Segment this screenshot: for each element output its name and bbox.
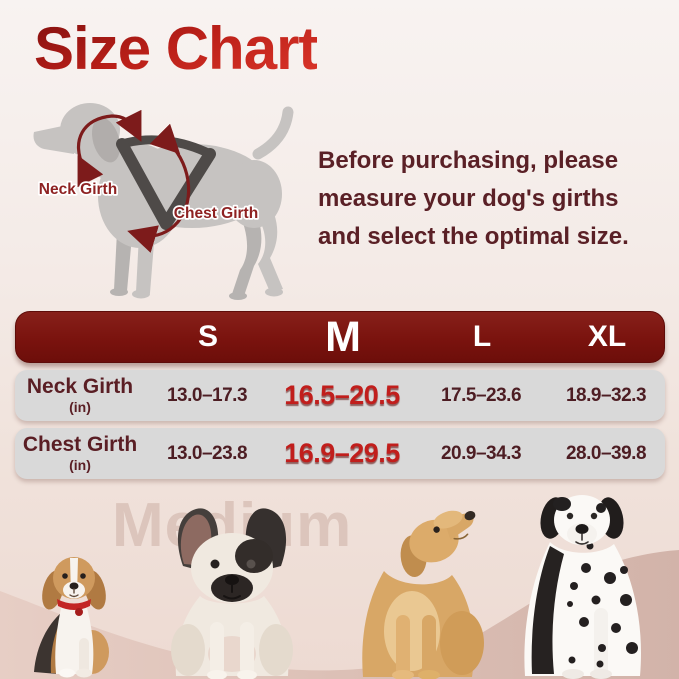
french-bulldog-image: [171, 508, 293, 679]
dalmatian-spots: [567, 542, 638, 668]
table-row-neck-girth: Neck Girth (in) 13.0–17.3 16.5–20.5 17.5…: [15, 370, 665, 421]
row-label-neck-girth: Neck Girth (in): [15, 376, 145, 415]
beagle-image: [34, 557, 109, 678]
chest-girth-arrow: [127, 123, 191, 253]
instruction-line: and select the optimal size.: [318, 223, 629, 250]
chest-girth-diagram-label: Chest Girth: [174, 205, 258, 222]
row-label-text: Chest Girth: [22, 433, 138, 457]
golden-retriever-image: [362, 510, 484, 679]
column-header-xl: XL: [587, 320, 627, 353]
size-table: S M L XL Neck Girth (in) 13.0–17.3 16.5–…: [15, 311, 665, 479]
column-header-l: L: [472, 320, 492, 353]
size-table-header-row: S M L XL: [15, 311, 665, 363]
row-unit: (in): [69, 457, 91, 474]
row-label-text: Neck Girth: [26, 375, 134, 399]
column-header-m-highlighted: M: [325, 312, 361, 361]
row-label-chest-girth: Chest Girth (in): [15, 434, 145, 473]
neck-girth-arrow: [76, 109, 142, 188]
row-unit: (in): [69, 399, 91, 416]
chest-girth-s-value: 13.0–23.8: [166, 442, 248, 464]
page-title: Size Chart: [34, 15, 318, 82]
neck-girth-l-value: 17.5–23.6: [440, 384, 522, 406]
instruction-text: Before purchasing, please measure your d…: [318, 142, 678, 256]
dog-silhouette: [33, 103, 294, 300]
dalmatian-image: [524, 495, 641, 679]
neck-girth-s-value: 13.0–17.3: [166, 384, 248, 406]
instruction-line: measure your dog's girths: [318, 185, 619, 212]
neck-girth-xl-value: 18.9–32.3: [565, 384, 647, 406]
background-wave: [0, 550, 679, 679]
table-row-chest-girth: Chest Girth (in) 13.0–23.8 16.9–29.5 20.…: [15, 428, 665, 479]
chest-girth-l-value: 20.9–34.3: [440, 442, 522, 464]
neck-girth-m-value-highlighted: 16.5–20.5: [284, 380, 400, 410]
neck-girth-diagram-label: Neck Girth: [39, 181, 117, 198]
dog-harness-measurement-diagram: Neck Girth Chest Girth: [33, 103, 294, 300]
chest-girth-xl-value: 28.0–39.8: [565, 442, 647, 464]
instruction-line: Before purchasing, please: [318, 147, 619, 174]
column-header-s: S: [197, 320, 218, 353]
beagle-red-collar: [57, 599, 91, 610]
chest-girth-m-value-highlighted: 16.9–29.5: [284, 438, 400, 468]
